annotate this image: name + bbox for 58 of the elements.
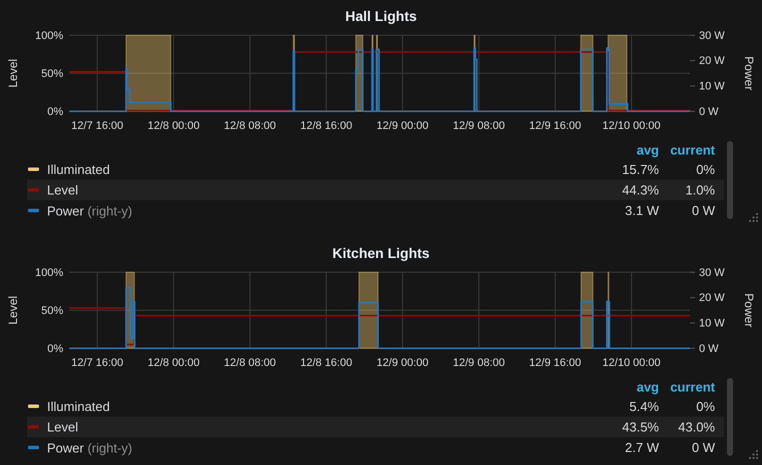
legend-label: Illuminated [47, 162, 110, 177]
y-tick-label: 50% [41, 68, 64, 80]
y-tick-label: 100% [35, 266, 64, 279]
x-tick-label: 12/9 00:00 [376, 120, 429, 132]
y2-tick-label: 20 W [699, 55, 726, 68]
text: avg [636, 380, 660, 394]
x-tick-label: 12/7 16:00 [71, 120, 124, 132]
legend-label: Power (right-y) [47, 440, 132, 455]
x-tick-label: 12/7 16:00 [71, 357, 124, 370]
text: 1.0% [685, 182, 716, 198]
y2-axis-title: Power [742, 293, 756, 328]
x-tick-label: 12/10 00:00 [602, 120, 661, 132]
legend-label: Illuminated [47, 398, 110, 414]
x-tick-label: 12/9 16:00 [529, 357, 582, 370]
text: 44.3% [622, 182, 660, 198]
y2-tick-label: 20 W [699, 292, 726, 304]
text: 15.7% [622, 162, 660, 177]
text: current [670, 142, 716, 158]
text: 43.5% [622, 419, 660, 434]
legend-label: Power (right-y) [47, 203, 132, 218]
y2-axis-title: Power [742, 56, 756, 90]
x-tick-label: 12/8 00:00 [148, 120, 200, 132]
x-tick-label: 12/8 16:00 [300, 120, 352, 132]
chart-title: Hall Lights [345, 8, 417, 24]
chart-title: Kitchen Lights [332, 245, 430, 261]
legend-label: Level [47, 419, 78, 434]
y2-tick-label: 10 W [699, 80, 726, 92]
text: 2.7 W [625, 440, 660, 455]
y-tick-label: 100% [35, 30, 64, 42]
legend-label: Level [47, 182, 78, 198]
y-tick-label: 0% [47, 106, 64, 118]
y2-tick-label: 0 W [699, 106, 720, 118]
y2-tick-label: 30 W [699, 30, 726, 42]
x-tick-label: 12/8 16:00 [300, 357, 352, 370]
y2-tick-label: 10 W [699, 317, 726, 330]
text: 0% [696, 162, 716, 177]
y-tick-label: 50% [41, 304, 64, 317]
text: 0 W [692, 440, 716, 455]
x-tick-label: 12/8 08:00 [224, 357, 276, 370]
x-tick-label: 12/9 08:00 [452, 120, 505, 132]
x-tick-label: 12/9 00:00 [376, 357, 429, 370]
text: 0 W [692, 203, 716, 218]
y-axis-title: Level [6, 296, 20, 325]
x-tick-label: 12/8 00:00 [148, 357, 200, 370]
text: 43.0% [678, 419, 716, 434]
x-tick-label: 12/8 08:00 [224, 120, 276, 132]
text: current [670, 380, 716, 394]
text: 0% [696, 398, 716, 414]
x-tick-label: 12/10 00:00 [602, 357, 661, 370]
y-tick-label: 0% [47, 342, 64, 355]
y2-tick-label: 0 W [699, 342, 720, 355]
text: 5.4% [629, 398, 660, 414]
x-tick-label: 12/9 16:00 [529, 120, 582, 132]
y2-tick-label: 30 W [699, 266, 726, 279]
x-tick-label: 12/9 08:00 [452, 357, 505, 370]
y-axis-title: Level [6, 58, 20, 88]
text: avg [636, 142, 660, 158]
text: 3.1 W [625, 203, 660, 218]
